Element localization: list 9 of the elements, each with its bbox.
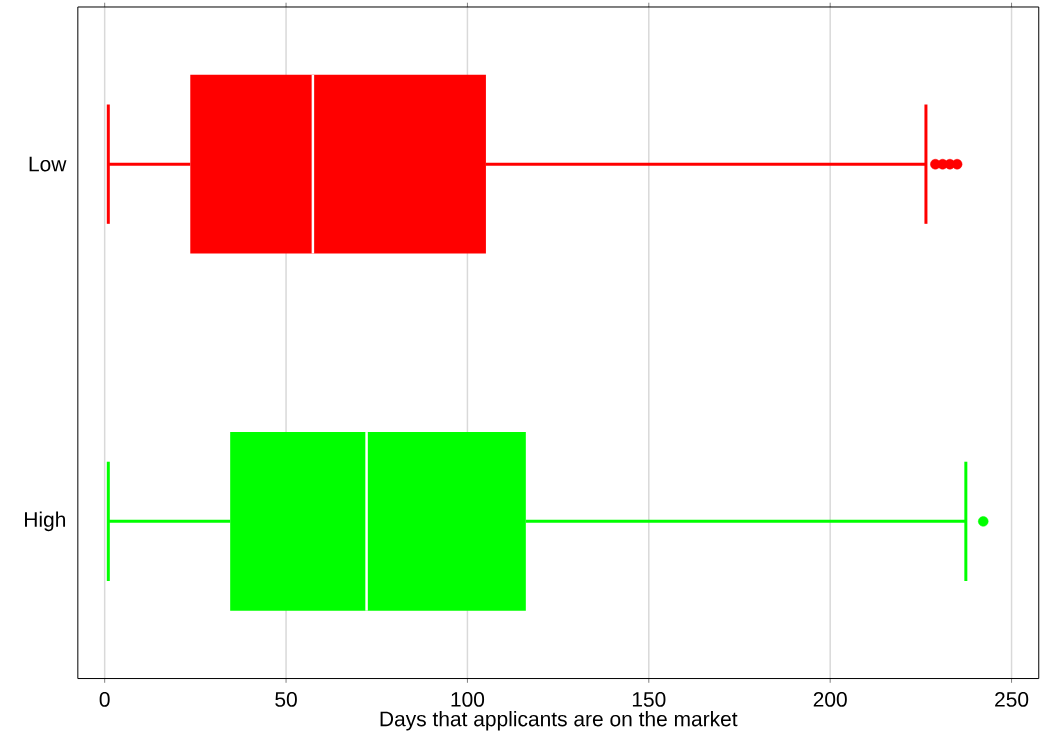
x-tick-label: 100 xyxy=(451,691,485,707)
x-axis-title: Days that applicants are on the market xyxy=(380,710,738,731)
x-tick-label: 50 xyxy=(275,691,297,707)
y-tick-label: Low xyxy=(29,156,67,172)
y-tick-label: High xyxy=(25,511,66,531)
x-tick-label: 0 xyxy=(99,691,110,707)
x-tick-label: 200 xyxy=(813,691,847,707)
x-tick-label: 250 xyxy=(995,691,1029,707)
x-tick-label: 150 xyxy=(632,691,666,707)
